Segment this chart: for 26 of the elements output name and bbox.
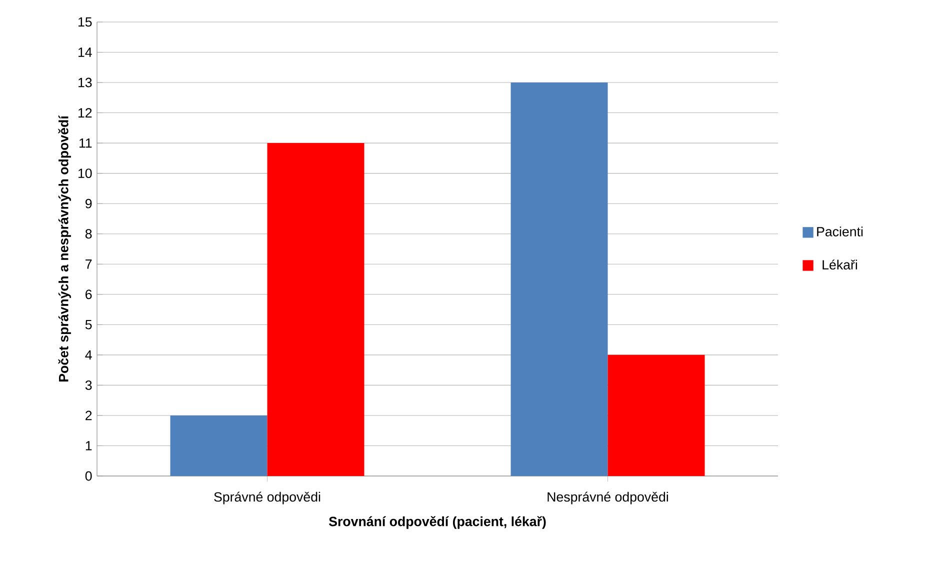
y-tick-label: 11 [79, 138, 92, 148]
x-tick-label: Správné odpovědi [214, 492, 320, 504]
y-tick-label: 2 [86, 410, 92, 420]
y-tick-label: 7 [86, 260, 92, 269]
y-tick-label: 12 [78, 108, 92, 118]
bar [170, 415, 268, 476]
y-tick-label: 8 [85, 229, 92, 239]
y-tick-label: 6 [86, 290, 92, 300]
bar [267, 143, 364, 476]
y-tick-label: 13 [78, 78, 92, 88]
y-tick-label: 15 [78, 17, 92, 27]
y-tick-label: 4 [85, 350, 92, 360]
bar [510, 82, 608, 476]
y-tick-label: 5 [85, 320, 92, 330]
y-tick-label: 0 [85, 471, 92, 481]
y-tick-label: 3 [85, 380, 92, 390]
legend-label: Pacienti [817, 226, 863, 236]
legend-label: Lékaři [822, 260, 858, 270]
y-tick-label: 1 [86, 441, 92, 450]
y-tick-label: 10 [78, 168, 92, 178]
x-axis-title: Srovnání odpovědí (pacient, lékař) [328, 516, 546, 529]
x-tick-label: Nesprávné odpovědi [548, 492, 668, 504]
y-axis-title: Počet správných a nesprávných odpovědí [58, 115, 71, 382]
bar [608, 354, 705, 476]
y-tick-label: 9 [86, 198, 92, 208]
y-tick-label: 14 [78, 48, 92, 57]
